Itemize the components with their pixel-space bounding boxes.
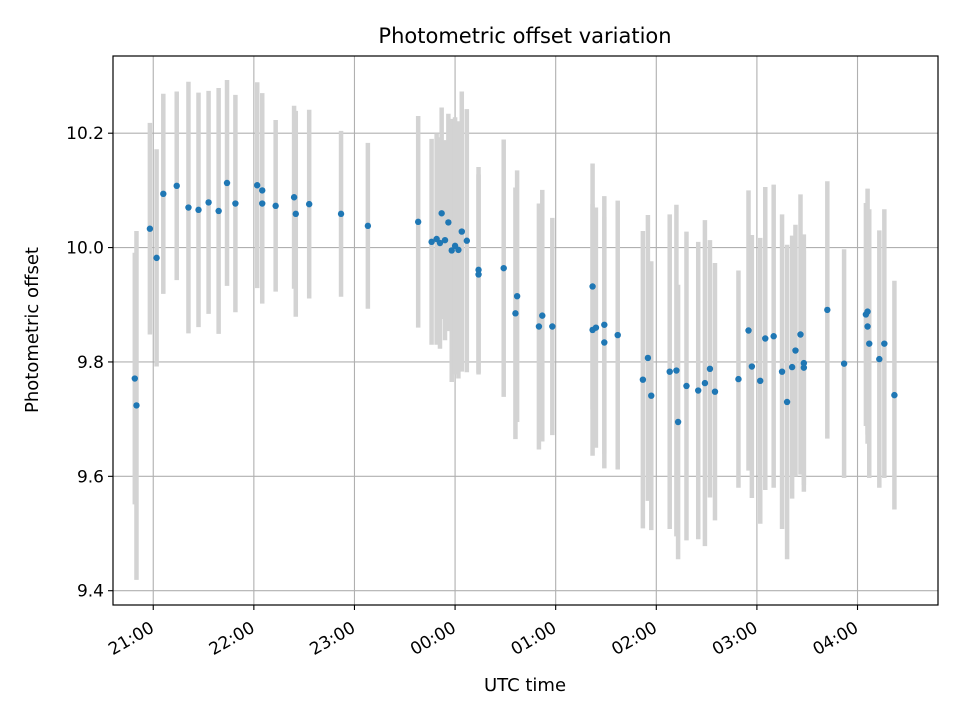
data-point: [445, 219, 452, 226]
data-point: [757, 377, 764, 385]
data-point: [783, 398, 791, 406]
data-point: [788, 363, 796, 371]
y-tick-label: 10.2: [66, 124, 104, 144]
data-point: [601, 339, 608, 346]
x-tick-label: 23:00: [307, 618, 359, 660]
data-point: [337, 210, 345, 218]
data-point: [259, 200, 266, 207]
data-point: [173, 182, 180, 190]
data-point: [735, 375, 742, 383]
data-point: [589, 283, 596, 290]
data-point: [290, 194, 298, 201]
data-point: [639, 376, 647, 383]
plot-frame: [112, 55, 939, 606]
data-point: [133, 402, 140, 409]
x-tick-label: 00:00: [407, 618, 459, 660]
y-tick-label: 9.6: [77, 467, 104, 487]
data-point: [800, 364, 808, 371]
data-point: [455, 246, 462, 254]
x-tick-label: 04:00: [810, 618, 862, 660]
data-point: [272, 202, 279, 210]
data-point: [614, 331, 621, 339]
x-tick-label: 03:00: [709, 618, 761, 660]
data-point: [254, 182, 261, 189]
data-point: [232, 200, 239, 207]
y-tick-label: 9.8: [77, 353, 104, 373]
data-point: [223, 179, 231, 187]
data-point: [475, 271, 482, 278]
data-point: [778, 368, 786, 375]
data-point: [131, 375, 138, 382]
data-point: [205, 199, 212, 206]
data-point: [701, 379, 709, 387]
data-point: [797, 331, 804, 338]
data-point: [800, 359, 808, 367]
data-point: [891, 391, 898, 399]
data-point: [539, 312, 546, 319]
data-point: [475, 266, 482, 274]
axis-ticks: 21:00 22:00 23:00 00:00 01:00 02:00 03:00 04:00…: [66, 124, 862, 660]
data-point: [458, 228, 465, 235]
x-tick-label: 22:00: [206, 618, 258, 660]
data-point: [762, 335, 769, 342]
chart-title: Photometric offset variation: [378, 24, 671, 48]
data-point: [428, 238, 435, 246]
x-tick-label: 01:00: [508, 618, 560, 660]
data-point: [674, 418, 682, 426]
grid: [113, 56, 938, 605]
data-point: [195, 206, 202, 214]
data-point: [706, 365, 714, 373]
data-point: [792, 347, 799, 354]
data-point: [535, 323, 543, 330]
data-point: [748, 363, 756, 370]
data-point: [876, 355, 883, 363]
data-point: [648, 392, 655, 399]
x-axis-label: UTC time: [484, 675, 566, 696]
data-point: [215, 207, 222, 215]
data-point: [824, 306, 831, 314]
data-point: [364, 222, 372, 230]
data-point: [305, 200, 313, 208]
data-point: [463, 237, 471, 244]
y-axis-label: Photometric offset: [22, 247, 43, 413]
data-point: [153, 254, 160, 262]
data-point: [512, 310, 519, 317]
data-point: [513, 292, 521, 300]
data-point: [259, 187, 266, 194]
x-tick-label: 21:00: [105, 618, 157, 660]
data-point: [549, 323, 556, 330]
data-point: [436, 239, 444, 247]
data-point: [414, 218, 422, 226]
data-point: [840, 360, 848, 367]
y-tick-label: 9.4: [77, 582, 104, 602]
data-point: [695, 387, 702, 394]
data-point: [644, 354, 652, 362]
data-point: [683, 382, 690, 390]
data-point: [745, 327, 752, 334]
x-tick-label: 02:00: [608, 618, 660, 660]
data-point: [441, 236, 449, 244]
data-point: [292, 210, 299, 218]
data-point: [866, 340, 873, 347]
data-point: [592, 324, 600, 331]
data-point: [500, 264, 507, 272]
y-tick-label: 10.0: [66, 239, 104, 259]
error-bars: [132, 80, 897, 580]
data-point: [864, 323, 871, 330]
data-point: [601, 321, 608, 328]
data-point: [666, 368, 673, 375]
data-point: [673, 367, 680, 374]
data-point: [146, 225, 154, 232]
data-point: [160, 190, 167, 198]
data-point: [438, 210, 445, 217]
data-points: [131, 179, 898, 426]
data-point: [711, 388, 719, 395]
data-point: [770, 333, 777, 340]
data-point: [864, 308, 871, 315]
data-point: [185, 204, 192, 211]
data-point: [448, 247, 455, 254]
data-point: [881, 340, 888, 347]
